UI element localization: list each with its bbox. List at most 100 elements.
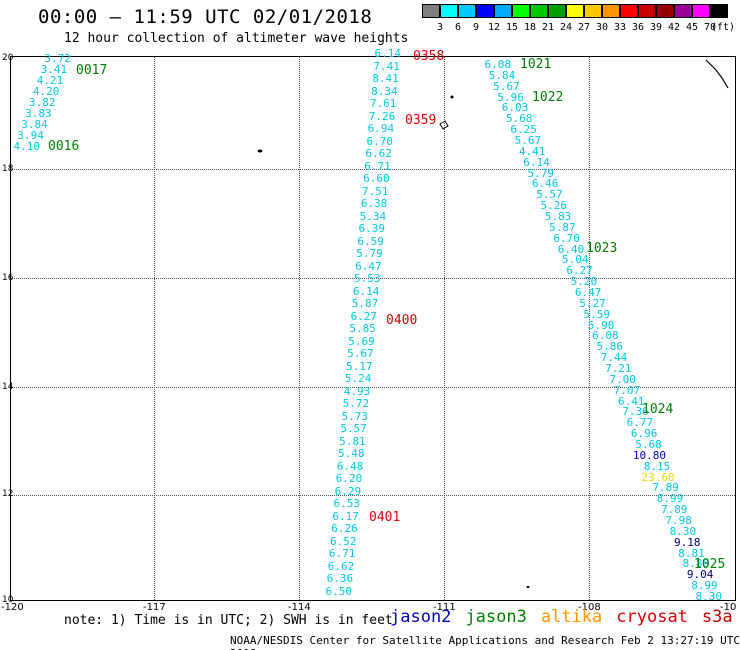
- wave-height-value: 5.86: [596, 340, 623, 354]
- wave-height-value: 6.96: [630, 427, 658, 441]
- wave-height-value: 8.99: [656, 492, 684, 506]
- wave-height-value: 5.87: [549, 220, 576, 234]
- wave-height-value: 9.18: [673, 535, 701, 549]
- gridline-lon-114: [299, 57, 300, 600]
- color-scale-swatch: [638, 4, 656, 18]
- y-axis-label: 14: [2, 382, 14, 392]
- wave-height-value: 7.51: [361, 184, 389, 198]
- wave-height-value: 6.41: [617, 394, 645, 408]
- legend-s3a: s3a: [701, 607, 733, 627]
- wave-height-value: 5.59: [583, 307, 611, 321]
- wave-height-value: 6.62: [365, 147, 392, 161]
- wave-height-value: 8.88: [682, 557, 710, 571]
- wave-height-value: 5.79: [356, 247, 383, 261]
- color-scale-label: 18: [523, 22, 537, 33]
- wave-height-value: 5.83: [544, 210, 572, 223]
- time-label-1024: 1024: [642, 402, 674, 417]
- color-scale-swatch: [476, 4, 494, 18]
- wave-height-value: 10.80: [632, 448, 667, 462]
- wave-height-value: 6.03: [501, 101, 529, 115]
- color-scale-swatch: [692, 4, 710, 18]
- wave-height-value: 6.38: [360, 197, 388, 211]
- wave-height-value: 7.98: [665, 514, 692, 527]
- wave-height-value: 7.44: [600, 351, 628, 365]
- gridline-lat-18: [11, 169, 735, 170]
- gridline-lon-117: [154, 57, 155, 600]
- color-scale-label: 21: [541, 22, 555, 33]
- y-axis-label: 12: [2, 489, 14, 499]
- color-scale-swatch: [584, 4, 602, 18]
- wave-height-value: 8.41: [372, 72, 399, 86]
- wave-height-value: 8.30: [695, 590, 723, 603]
- time-label-1025: 1025: [694, 557, 726, 572]
- time-label-0017: 0017: [76, 63, 108, 78]
- wave-height-value: 7.36: [622, 405, 649, 419]
- color-scale-label: 6: [454, 22, 462, 33]
- color-scale-label: 36: [631, 22, 645, 33]
- y-axis-label: 18: [2, 164, 14, 174]
- legend-jason2: jason2: [390, 607, 452, 627]
- wave-height-value: 6.36: [326, 572, 354, 586]
- legend-cryosat: cryosat: [616, 607, 688, 627]
- wave-height-value: 6.77: [626, 416, 654, 430]
- color-scale-swatch: [710, 4, 728, 18]
- wave-height-value: 5.96: [497, 90, 524, 104]
- wave-height-value: 6.52: [330, 534, 357, 548]
- color-scale-label: 24: [559, 22, 573, 33]
- wave-height-value: 8.30: [669, 524, 697, 538]
- color-scale-label: 33: [613, 22, 627, 33]
- wave-height-value: 7.00: [609, 372, 636, 386]
- map-frame: [10, 56, 736, 601]
- wave-height-value: 6.25: [510, 123, 537, 137]
- wave-height-value: 6.46: [531, 177, 559, 191]
- time-label-0359: 0359: [405, 113, 437, 128]
- wave-height-value: 6.27: [566, 264, 593, 278]
- time-label-0358: 0358: [413, 49, 445, 64]
- wave-height-value: 7.07: [613, 383, 641, 397]
- color-scale-swatch: [548, 4, 566, 18]
- color-scale-label: 39: [649, 22, 663, 33]
- wave-height-value: 6.59: [357, 234, 384, 248]
- legend-altika: altika: [540, 607, 603, 627]
- wave-height-value: 5.84: [488, 68, 516, 82]
- wave-height-value: 6.70: [366, 134, 394, 148]
- color-scale-swatch: [566, 4, 584, 18]
- wave-height-value: 6.71: [364, 159, 391, 173]
- wave-height-value: 6.20: [335, 472, 363, 486]
- wave-height-value: 4.10: [13, 140, 41, 153]
- wave-height-value: 6.71: [328, 547, 356, 561]
- wave-height-value: 5.57: [340, 422, 367, 436]
- wave-height-value: 5.34: [359, 209, 387, 223]
- wave-height-value: 6.39: [358, 222, 386, 236]
- y-axis-label: 10: [2, 595, 14, 605]
- time-label-1023: 1023: [586, 241, 618, 256]
- wave-height-value: 3.94: [17, 129, 44, 142]
- wave-height-value: 5.53: [353, 272, 381, 286]
- wave-height-value: 5.81: [339, 434, 366, 448]
- color-scale-label: 70: [703, 22, 717, 33]
- x-axis-label: -117: [143, 602, 166, 613]
- color-scale-swatch: [530, 4, 548, 18]
- wave-height-value: 6.08: [592, 329, 619, 343]
- gridline-lat-16: [11, 278, 735, 279]
- wave-height-value: 5.57: [536, 188, 563, 202]
- wave-height-value: 5.27: [579, 296, 606, 310]
- time-label-0016: 0016: [48, 139, 80, 154]
- color-scale-label: 27: [577, 22, 591, 33]
- wave-height-value: 6.62: [327, 559, 355, 573]
- wave-height-value: 6.08: [484, 58, 512, 71]
- color-scale-label: 15: [505, 22, 519, 33]
- gridline-lat-12: [11, 495, 735, 496]
- wave-height-value: 5.90: [587, 318, 615, 332]
- wave-height-value: 6.48: [336, 459, 364, 473]
- wave-height-value: 8.81: [678, 546, 705, 560]
- wave-height-value: 7.21: [605, 362, 632, 375]
- credit-line: NOAA/NESDIS Center for Satellite Applica…: [230, 634, 740, 650]
- y-axis-label: 16: [2, 273, 14, 283]
- wave-height-value: 5.68: [506, 112, 533, 126]
- wave-height-value: 3.84: [21, 118, 48, 131]
- wave-height-value: 4.41: [518, 144, 546, 158]
- wave-height-value: 6.50: [325, 585, 353, 598]
